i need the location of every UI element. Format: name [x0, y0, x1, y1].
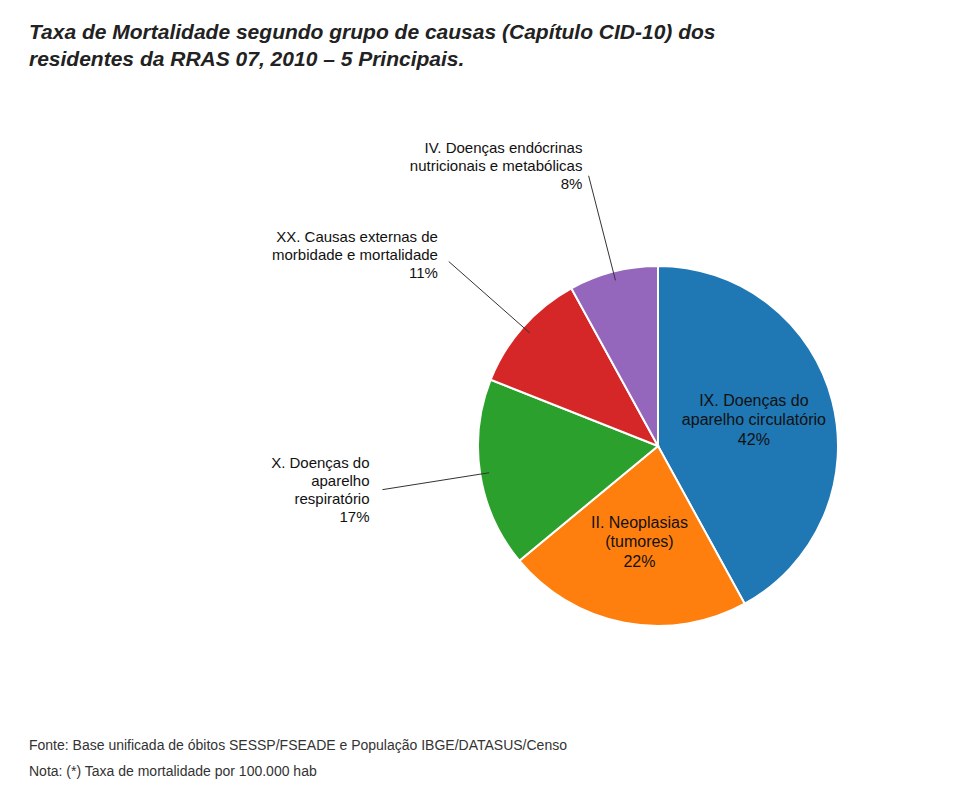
slice-value-label: 42%	[738, 431, 770, 448]
pie-slice	[571, 266, 658, 446]
pie	[478, 266, 838, 626]
leader-line	[589, 176, 616, 281]
slice-label: IX. Doenças do aparelho circulatório	[682, 392, 826, 428]
slice-label-line: morbidade e mortalidade	[272, 246, 438, 263]
slice-label-line: XX. Causas externas de	[276, 228, 438, 245]
slice-value-label: 8%	[561, 175, 583, 192]
slice-label: II. Neoplasias (tumores)	[591, 514, 688, 550]
title-line: Taxa de Mortalidade segundo grupo de cau…	[29, 20, 716, 43]
slice-label-line: aparelho circulatório	[682, 412, 826, 429]
slice-label: X. Doenças doaparelhorespiratório	[271, 454, 369, 507]
chart-title: Taxa de Mortalidade segundo grupo de cau…	[29, 20, 716, 70]
slice-label-line: nutricionais e metabólicas	[410, 157, 583, 174]
leader-line	[449, 261, 530, 332]
slice-value-label: 17%	[340, 508, 370, 525]
footnote: Fonte: Base unificada de óbitos SESSP/FS…	[29, 737, 567, 753]
slice-value-label: 22%	[623, 553, 655, 570]
slice-label-line: X. Doenças do	[271, 454, 369, 471]
slice-label-line: II. Neoplasias	[591, 514, 688, 531]
slice-value-label: 11%	[409, 264, 438, 281]
leader-line	[382, 473, 489, 490]
slice-label-line: IV. Doenças endócrinas	[424, 139, 582, 156]
slice-label: IV. Doenças endócrinasnutricionais e met…	[410, 139, 583, 174]
chart-svg: Taxa de Mortalidade segundo grupo de cau…	[0, 0, 960, 802]
slice-label-line: aparelho	[311, 472, 369, 489]
slice-label-line: IX. Doenças do	[699, 392, 809, 409]
slice-label: XX. Causas externas demorbidade e mortal…	[272, 228, 438, 263]
slice-label-line: respiratório	[295, 490, 370, 507]
slice-labels: IX. Doenças do aparelho circulatório 42% II…	[271, 139, 826, 570]
footnote: Nota: (*) Taxa de mortalidade por 100.00…	[29, 763, 317, 779]
title-line: residentes da RRAS 07, 2010 – 5 Principa…	[29, 48, 464, 71]
slice-label-line: (tumores)	[605, 533, 673, 550]
